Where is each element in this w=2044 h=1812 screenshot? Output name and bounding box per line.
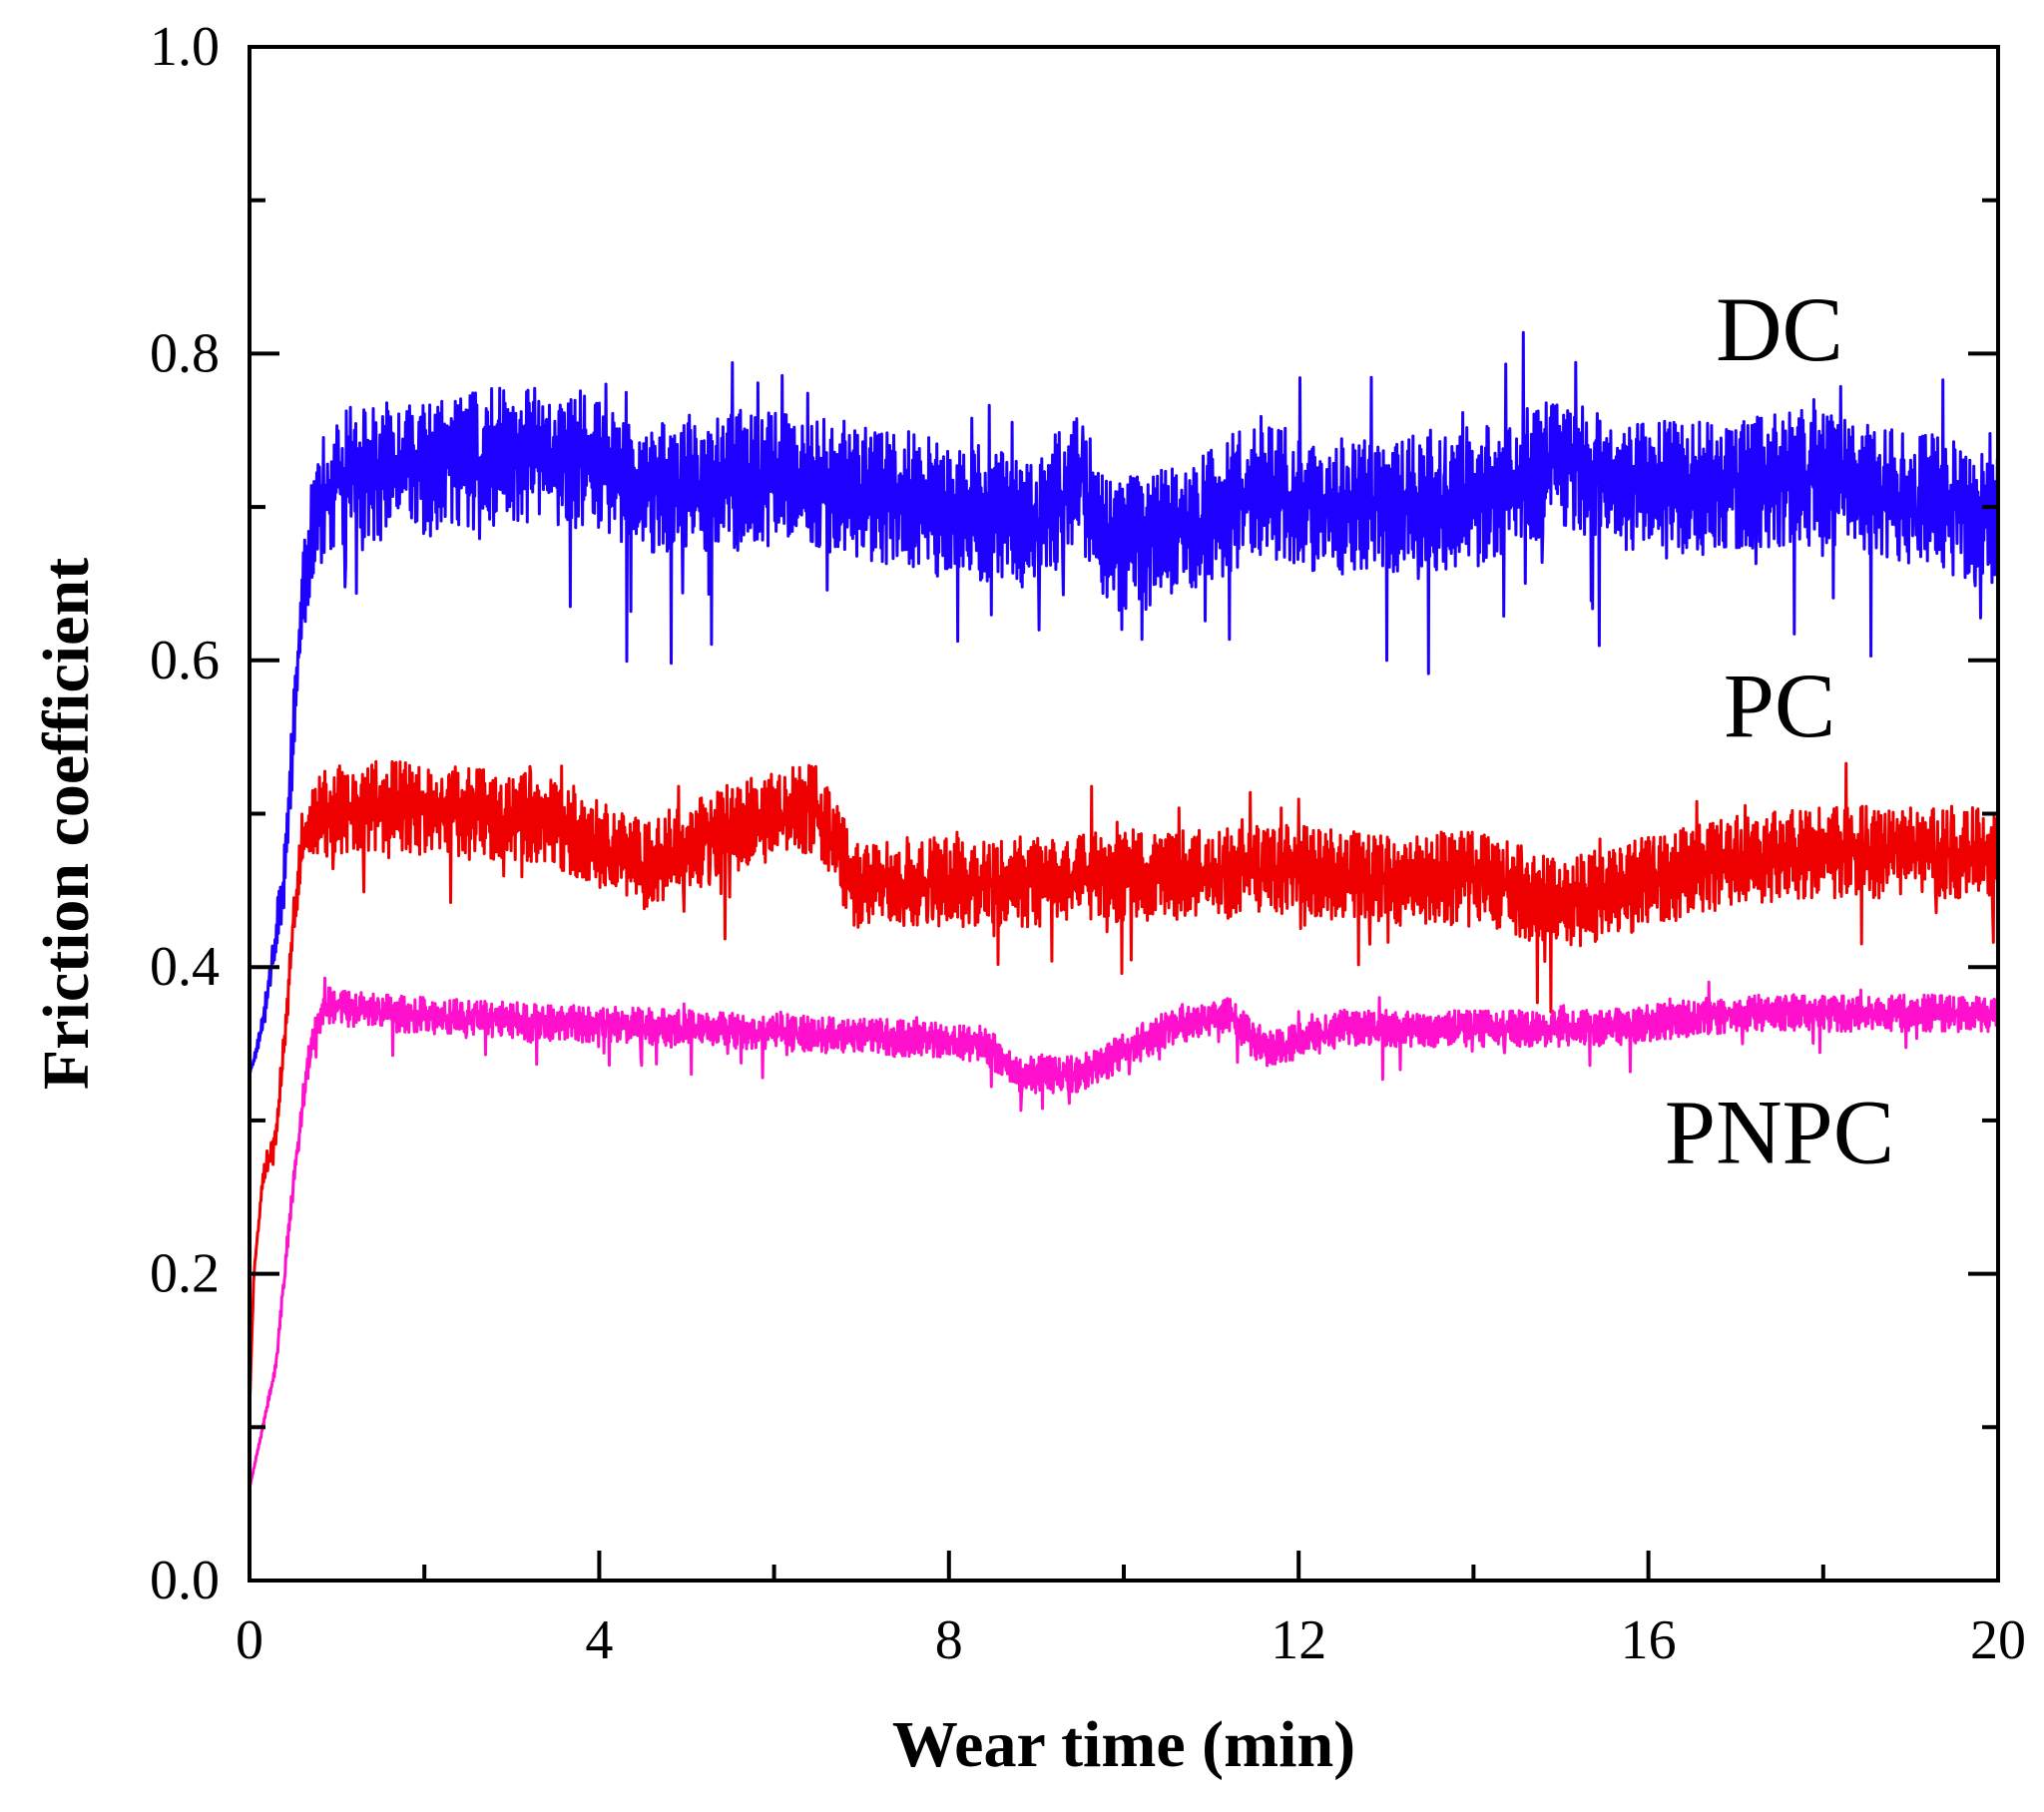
x-tick-label: 12 <box>1271 1609 1326 1671</box>
series-line-pnpc <box>248 976 2000 1490</box>
series-layer <box>248 330 2000 1490</box>
y-tick-label: 0.4 <box>150 936 220 998</box>
labels-layer: 0.0 0.2 0.4 0.6 0.8 1.0 0 4 8 12 16 20 Wear time (mi… <box>30 16 2026 1781</box>
x-tick-label: 0 <box>236 1609 263 1671</box>
x-axis-title: Wear time (min) <box>892 1708 1355 1781</box>
y-tick-label: 1.0 <box>150 16 220 78</box>
series-label-pc: PC <box>1724 655 1836 756</box>
y-tick-label: 0.6 <box>150 630 220 691</box>
y-tick-label: 0.0 <box>150 1550 220 1611</box>
ticks-layer <box>248 45 2000 1583</box>
series-label-dc: DC <box>1716 278 1843 380</box>
series-label-pnpc: PNPC <box>1665 1081 1894 1182</box>
y-tick-label: 0.8 <box>150 322 220 384</box>
x-tick-label: 20 <box>1970 1609 2026 1671</box>
series-line-dc <box>248 330 2000 1076</box>
x-tick-label: 4 <box>585 1609 613 1671</box>
y-axis-title: Friction coefficient <box>30 558 103 1090</box>
y-tick-label: 0.2 <box>150 1243 220 1305</box>
x-tick-label: 16 <box>1621 1609 1677 1671</box>
series-line-pc <box>248 759 2000 1412</box>
x-tick-label: 8 <box>935 1609 963 1671</box>
